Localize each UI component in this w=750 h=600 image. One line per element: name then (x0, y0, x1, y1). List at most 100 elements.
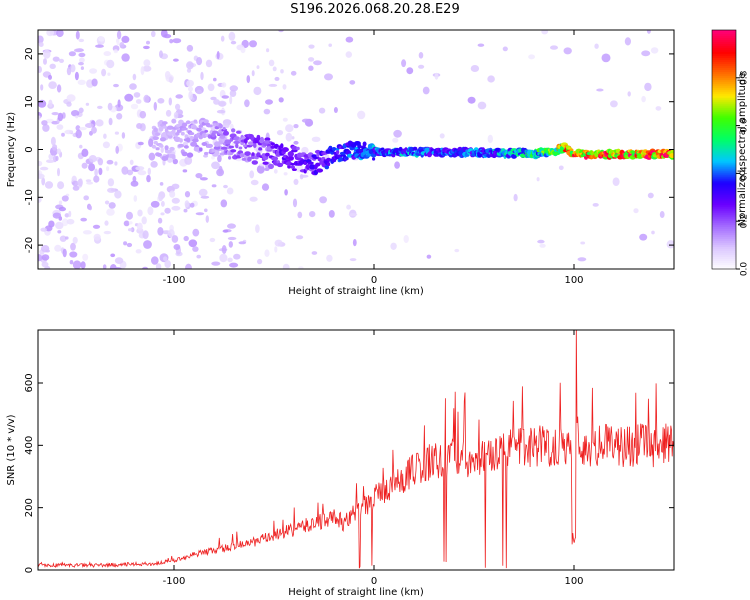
heatmap-ridge-cell (161, 156, 169, 161)
heatmap-noise-cell (227, 236, 237, 241)
heatmap-ridge-cell (338, 157, 344, 161)
heatmap-ridge-cell (156, 152, 162, 157)
heatmap-noise-cell (123, 220, 130, 227)
heatmap-ridge-cell (181, 151, 188, 157)
heatmap-noise-cell (38, 35, 44, 44)
heatmap-noise-cell (57, 112, 64, 122)
colorbar-segment (712, 113, 736, 117)
heatmap-noise-cell (318, 107, 326, 114)
colorbar-segment (712, 187, 736, 190)
heatmap-noise-cell (107, 102, 113, 111)
heatmap-noise-cell (580, 241, 586, 245)
colorbar-segment (712, 63, 736, 67)
heatmap-ridge-cell (362, 141, 367, 147)
colorbar-segment (712, 225, 736, 228)
colorbar-segment (712, 155, 736, 159)
heatmap-x-axis-label: Height of straight line (km) (288, 286, 424, 297)
heatmap-noise-cell (107, 178, 115, 187)
heatmap-noise-cell (222, 229, 229, 233)
heatmap-noise-cell (502, 46, 508, 52)
heatmap-noise-cell (85, 179, 92, 183)
heatmap-noise-cell (72, 185, 80, 191)
heatmap-noise-cell (88, 155, 97, 163)
colorbar-segment (712, 73, 736, 77)
heatmap-noise-cell (42, 124, 50, 132)
heatmap-noise-cell (641, 50, 651, 57)
heatmap-noise-cell (58, 200, 63, 205)
heatmap-ridge-cell (213, 146, 221, 150)
heatmap-noise-cell (539, 243, 546, 248)
heatmap-noise-cell (48, 81, 57, 89)
heatmap-noise-cell (121, 132, 126, 139)
snr-series-line (38, 330, 674, 569)
heatmap-noise-cell (292, 198, 298, 208)
heatmap-noise-cell (284, 189, 288, 196)
heatmap-noise-cell (104, 220, 109, 226)
colorbar-segment (712, 137, 736, 141)
heatmap-noise-cell (91, 78, 98, 87)
heatmap-noise-cell (108, 202, 116, 209)
heatmap-ridge-cell (291, 145, 298, 151)
colorbar-segment (712, 267, 736, 270)
heatmap-noise-cell (264, 249, 270, 257)
colorbar-segment (712, 211, 736, 214)
heatmap-noise-cell (268, 83, 278, 87)
heatmap-noise-cell (137, 222, 143, 231)
colorbar-segment (712, 265, 736, 268)
heatmap-noise-cell (117, 99, 121, 108)
heatmap-ridge-cell (258, 147, 263, 151)
heatmap-ridge-cell (171, 118, 177, 124)
heatmap-ridge-cell (262, 161, 269, 165)
heatmap-ridge-cell (254, 140, 259, 144)
heatmap-noise-cell (40, 245, 50, 253)
heatmap-noise-cell (164, 207, 171, 214)
heatmap-noise-cell (403, 235, 409, 243)
heatmap-noise-cell (422, 86, 430, 95)
colorbar-segment (712, 195, 736, 198)
heatmap-ridge-cell (270, 142, 275, 146)
heatmap-noise-cell (150, 161, 158, 168)
colorbar-segment (712, 41, 736, 45)
heatmap-noise-cell (59, 235, 67, 242)
heatmap-noise-cell (98, 167, 103, 176)
heatmap-noise-cell (221, 82, 227, 88)
heatmap-noise-cell (146, 40, 150, 45)
heatmap-noise-cell (352, 239, 357, 247)
heatmap-noise-cell (173, 111, 179, 119)
heatmap-noise-cell (211, 155, 215, 160)
colorbar-segment (712, 163, 736, 167)
heatmap-ridge-cell (186, 152, 194, 158)
heatmap-noise-cell (136, 123, 143, 129)
heatmap-ridge-cell (186, 137, 191, 143)
heatmap-ridge-cell (281, 147, 289, 153)
heatmap-ridge-cell (192, 138, 199, 143)
heatmap-noise-cell (257, 258, 263, 265)
heatmap-noise-cell (114, 131, 119, 135)
heatmap-noise-cell (278, 97, 284, 103)
heatmap-noise-cell (205, 215, 209, 223)
heatmap-noise-cell (137, 170, 147, 176)
heatmap-noise-cell (171, 205, 181, 211)
colorbar-segment (712, 105, 736, 109)
colorbar-segment (712, 107, 736, 111)
colorbar-segment (712, 161, 736, 165)
heatmap-noise-cell (219, 253, 228, 263)
heatmap-ridge-cell (264, 137, 271, 141)
heatmap-noise-cell (274, 239, 283, 247)
heatmap-noise-cell (233, 253, 241, 260)
heatmap-noise-cell (392, 137, 399, 143)
colorbar-segment (712, 227, 736, 230)
heatmap-noise-cell (142, 65, 152, 72)
heatmap-noise-cell (126, 169, 134, 176)
heatmap-noise-cell (297, 211, 303, 219)
heatmap-noise-cell (188, 239, 198, 248)
heatmap-noise-cell (93, 175, 100, 183)
heatmap-noise-cell (558, 165, 564, 171)
heatmap-ridge-cell (185, 120, 191, 125)
heatmap-noise-cell (64, 213, 70, 218)
heatmap-noise-cell (268, 59, 275, 67)
snr-y-tick-label: 400 (24, 436, 35, 455)
heatmap-noise-cell (477, 43, 485, 47)
heatmap-ridge-cell (204, 151, 209, 156)
